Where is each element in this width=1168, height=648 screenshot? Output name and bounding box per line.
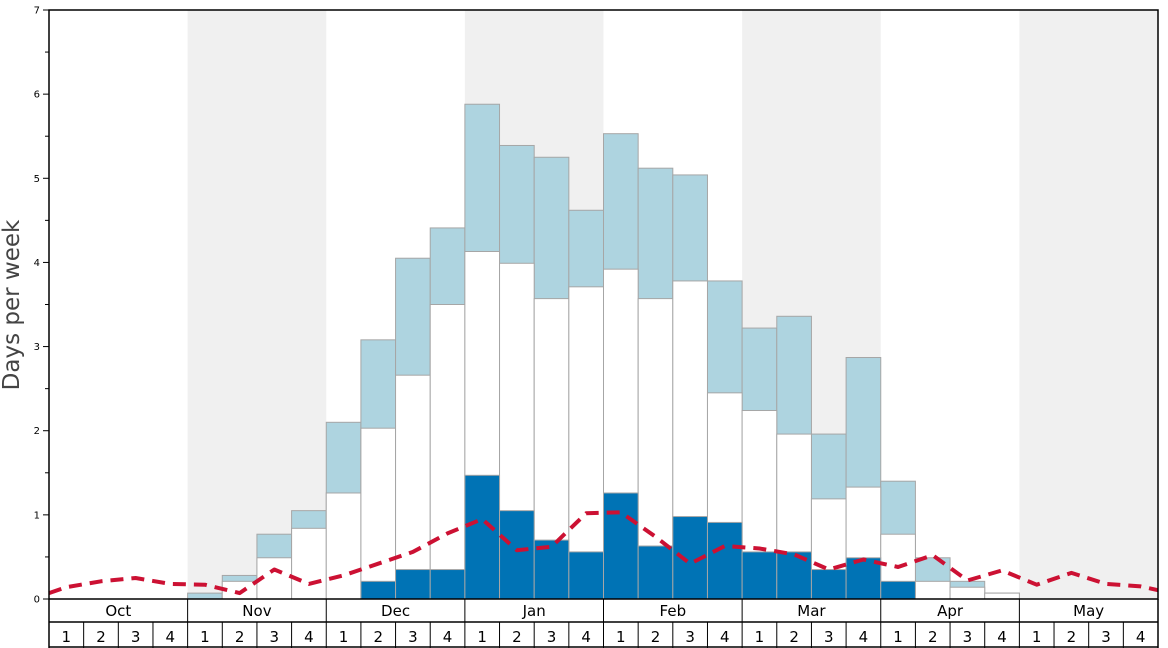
week-label-oct-4: 4 [166,628,176,646]
week-label-feb-3: 3 [685,628,695,646]
bar-middle-week-9 [325,492,362,600]
week-label-mar-1: 1 [755,628,765,646]
trend-line [48,510,1159,596]
month-label-mar: Mar [797,602,826,620]
week-label-mar-4: 4 [859,628,869,646]
y-tick-label-1: 1 [34,510,40,521]
month-label-dec: Dec [381,602,410,620]
week-label-nov-3: 3 [269,628,279,646]
week-label-jan-3: 3 [547,628,557,646]
x-axis: Oct 1 2 3 4 Nov 1 2 3 4 Dec 1 2 3 4 Jan 1 2 3 4 Feb 1 2 3 4 Mar 1 2… [48,599,1159,648]
y-tick-label-0: 0 [34,595,40,606]
month-band-may [1019,10,1158,599]
trend-line-group [48,510,1159,596]
bar-lower-week-13 [464,474,501,600]
bar-lower-week-25 [880,580,916,600]
y-tick-label-5: 5 [34,174,40,185]
bar-upper-week-5 [187,592,223,600]
bar-lower-week-12 [429,569,466,600]
bar-middle-week-11 [395,374,431,600]
y-tick-label-6: 6 [34,90,40,101]
bar-lower-week-18 [637,545,674,600]
week-label-jan-4: 4 [581,628,591,646]
bar-lower-week-17 [603,492,639,600]
week-label-jan-2: 2 [512,628,522,646]
bar-middle-week-28 [984,592,1020,600]
week-label-mar-2: 2 [789,628,799,646]
week-label-apr-3: 3 [963,628,973,646]
week-label-dec-2: 2 [373,628,383,646]
y-axis: 0 1 2 3 4 5 6 7 [34,6,49,606]
week-label-jan-1: 1 [477,628,487,646]
y-tick-label-4: 4 [34,258,40,269]
week-label-feb-1: 1 [616,628,626,646]
week-label-nov-4: 4 [304,628,314,646]
week-label-oct-2: 2 [96,628,106,646]
bar-middle-week-16 [568,286,604,600]
bar-lower-week-16 [568,551,604,600]
week-label-nov-1: 1 [200,628,210,646]
bar-lower-week-14 [499,510,535,600]
month-label-apr: Apr [937,602,964,620]
bar-lower-week-10 [360,580,397,600]
month-label-nov: Nov [242,602,271,620]
week-label-apr-1: 1 [893,628,903,646]
week-label-apr-4: 4 [997,628,1007,646]
y-tick-label-2: 2 [34,426,40,437]
week-label-oct-3: 3 [131,628,141,646]
bar-middle-week-12 [429,304,466,600]
week-label-nov-2: 2 [235,628,245,646]
bar-middle-week-6 [221,580,258,600]
bar-lower-week-11 [395,569,431,600]
bar-middle-week-27 [949,586,986,600]
week-label-dec-4: 4 [443,628,453,646]
bar-lower-week-24 [845,557,882,600]
week-label-may-4: 4 [1136,628,1146,646]
week-label-may-2: 2 [1067,628,1077,646]
week-label-feb-2: 2 [651,628,661,646]
month-label-oct: Oct [105,602,131,620]
week-label-dec-3: 3 [408,628,418,646]
week-label-may-1: 1 [1032,628,1042,646]
bar-lower-week-20 [706,521,743,600]
week-label-feb-4: 4 [720,628,730,646]
month-label-jan: Jan [522,602,546,620]
week-label-apr-2: 2 [928,628,938,646]
week-label-mar-3: 3 [824,628,834,646]
week-label-dec-1: 1 [339,628,349,646]
bar-middle-week-26 [914,580,951,600]
week-label-may-3: 3 [1101,628,1111,646]
bar-lower-week-21 [741,551,778,600]
bar-middle-week-8 [291,527,327,600]
y-tick-label-7: 7 [34,6,40,17]
bar-middle-week-10 [360,427,397,600]
bar-lower-week-23 [810,569,847,600]
month-label-feb: Feb [660,602,687,620]
month-band-nov [187,10,327,599]
y-tick-label-3: 3 [34,342,40,353]
month-label-may: May [1073,602,1104,620]
y-axis-label: Days per week [0,219,25,390]
week-label-oct-1: 1 [62,628,72,646]
